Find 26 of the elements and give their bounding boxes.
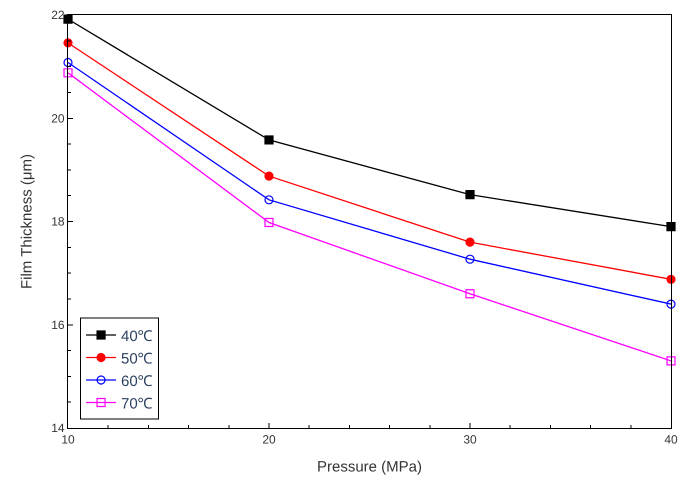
y-tick-label: 22 — [51, 8, 65, 22]
point — [666, 356, 676, 366]
legend-label: 70℃ — [121, 395, 153, 412]
point — [264, 135, 274, 145]
x-tick-label: 20 — [262, 432, 276, 446]
point — [264, 171, 274, 181]
point — [63, 68, 73, 78]
point — [264, 195, 274, 204]
legend-label: 50℃ — [121, 350, 153, 368]
x-tick-label: 30 — [463, 432, 477, 446]
point — [666, 300, 676, 309]
point — [465, 289, 475, 298]
x-tick-label: 40 — [664, 432, 678, 446]
point — [264, 218, 274, 228]
point — [465, 254, 475, 264]
y-axis-title: Film Thickness (μm) — [18, 154, 36, 290]
point — [465, 190, 475, 200]
legend-label: 60℃ — [121, 372, 153, 390]
y-tick-label: 18 — [51, 214, 65, 229]
y-tick-label: 20 — [51, 111, 65, 126]
point — [465, 238, 475, 247]
y-tick-label: 16 — [51, 318, 65, 332]
point — [63, 58, 73, 68]
x-axis-title: Pressure (MPa) — [316, 458, 422, 476]
legend-label: 40℃ — [121, 328, 153, 345]
point — [666, 222, 676, 232]
